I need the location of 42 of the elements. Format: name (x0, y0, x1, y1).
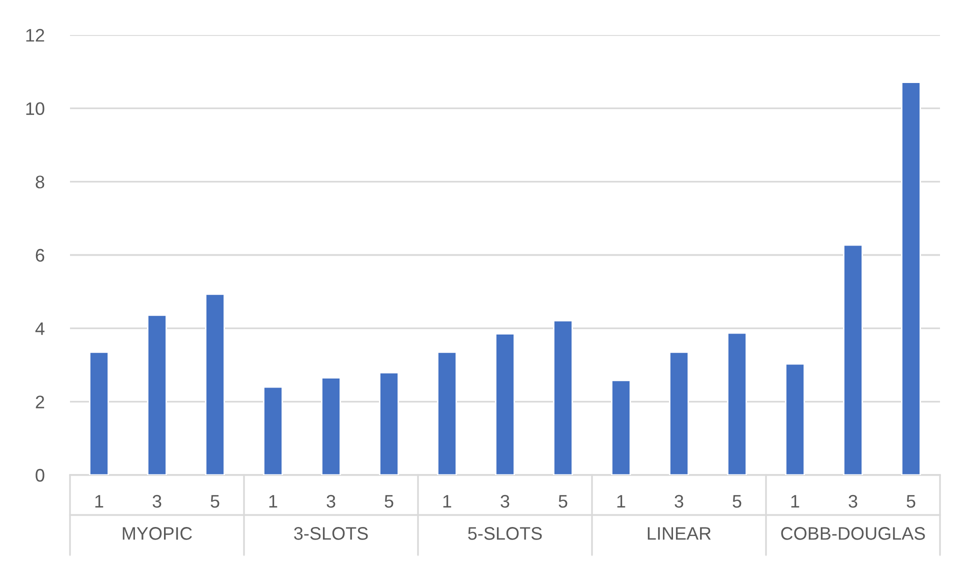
y-tick-label: 2 (36, 396, 44, 408)
y-tick-label: 8 (36, 176, 44, 188)
y-tick-label: 4 (35, 322, 44, 335)
x-tick-label: 5 (558, 495, 568, 508)
x-tick-label: 3 (848, 494, 858, 508)
y-tick-label: 0 (36, 468, 44, 482)
bar (321, 377, 341, 475)
x-tick-label: 3 (326, 494, 336, 508)
bar (669, 351, 689, 475)
x-tick-label: 3 (500, 494, 510, 508)
text: 5-SLOTS (468, 527, 542, 540)
text: 3-SLOTS (294, 527, 368, 540)
y-tick-label: 12 (26, 28, 44, 42)
bar (205, 294, 225, 475)
bar (843, 244, 863, 475)
bar (437, 351, 457, 475)
bar (263, 386, 283, 475)
x-tick-label: 3 (152, 494, 162, 508)
x-tick-label: 1 (443, 495, 452, 508)
x-tick-label: 5 (384, 495, 394, 508)
x-tick-label: 1 (791, 495, 800, 508)
bar (611, 380, 631, 475)
x-tick-label: 1 (95, 495, 104, 508)
x-tick-label: 3 (674, 494, 684, 508)
bar (147, 314, 167, 475)
y-tick-label: 6 (36, 248, 44, 262)
bar (553, 320, 573, 475)
text: MYOPIC (122, 527, 192, 540)
bar (89, 351, 109, 475)
bar (379, 372, 399, 475)
x-tick-label: 5 (732, 495, 742, 508)
text: LINEAR (648, 527, 711, 540)
x-tick-label: 5 (210, 495, 220, 508)
x-tick-label: 1 (269, 495, 278, 508)
bar (785, 363, 805, 475)
bar (901, 82, 921, 475)
bar (727, 332, 747, 475)
text: COBB-DOUGLAS (781, 527, 925, 540)
x-tick-label: 5 (906, 495, 916, 508)
bar (495, 333, 515, 475)
y-tick-label: 10 (26, 102, 44, 116)
x-tick-label: 1 (617, 495, 626, 508)
